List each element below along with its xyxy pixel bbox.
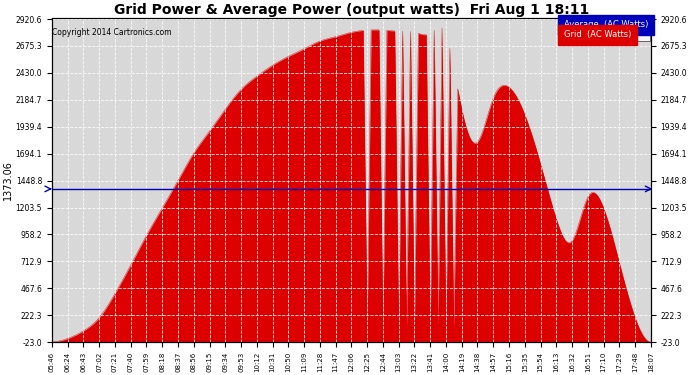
Y-axis label: 1373.06: 1373.06 <box>3 160 13 200</box>
Legend: Average  (AC Watts), Grid  (AC Watts): Average (AC Watts), Grid (AC Watts) <box>562 19 650 41</box>
Text: Copyright 2014 Cartronics.com: Copyright 2014 Cartronics.com <box>52 28 171 37</box>
Title: Grid Power & Average Power (output watts)  Fri Aug 1 18:11: Grid Power & Average Power (output watts… <box>114 3 589 17</box>
